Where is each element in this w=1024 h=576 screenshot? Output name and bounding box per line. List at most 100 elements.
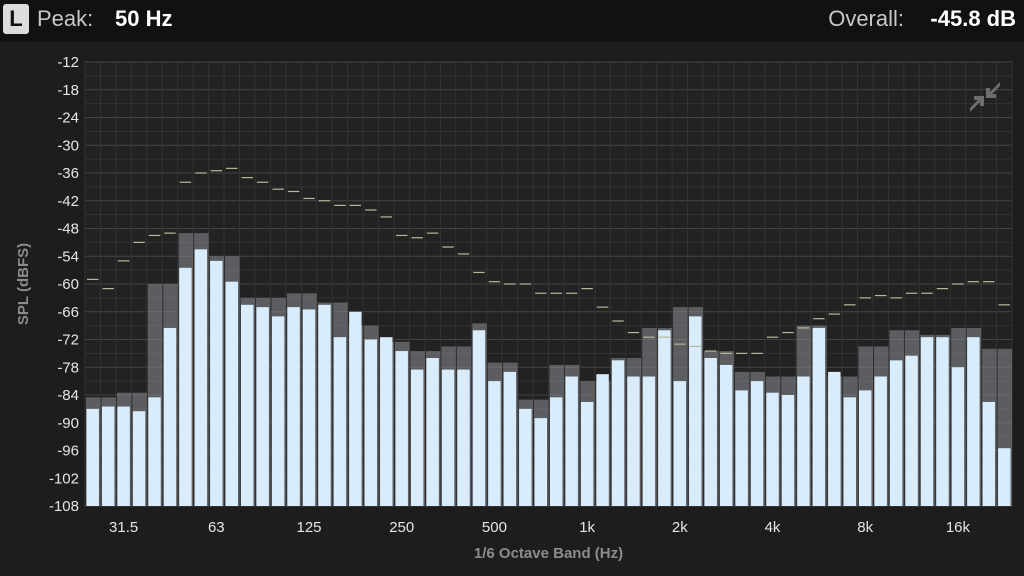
level-bar xyxy=(163,327,177,506)
level-bar xyxy=(735,390,748,506)
channel-badge[interactable]: L xyxy=(3,4,29,34)
level-bar xyxy=(936,337,949,506)
level-bar xyxy=(318,304,331,506)
level-bar xyxy=(750,381,764,506)
level-bar xyxy=(256,307,269,506)
level-bar xyxy=(550,397,563,506)
level-bar xyxy=(364,339,378,506)
y-tick-label: -24 xyxy=(57,110,79,127)
level-bar xyxy=(210,260,223,506)
level-bar xyxy=(472,330,486,506)
level-bar xyxy=(951,367,965,506)
level-bars xyxy=(86,249,1011,506)
y-tick-label: -42 xyxy=(57,193,79,210)
level-bar xyxy=(874,376,887,506)
x-tick-label: 63 xyxy=(208,519,225,536)
level-bar xyxy=(580,401,594,506)
level-bar xyxy=(441,369,455,506)
level-bar xyxy=(302,309,316,506)
level-bar xyxy=(426,358,439,506)
level-bar xyxy=(519,408,532,506)
y-tick-label: -96 xyxy=(57,443,79,460)
spectrum-panel: -12 -18 -24 -30 -36 -42 -48 -54 -60 -66 -72 -78 -84 -… xyxy=(0,42,1024,576)
level-bar xyxy=(349,311,362,506)
level-bar xyxy=(905,355,918,506)
peak-value: 50 Hz xyxy=(115,6,173,31)
level-bar xyxy=(596,374,609,506)
level-bar xyxy=(132,411,146,506)
level-bar xyxy=(611,360,625,506)
y-tick-label: -54 xyxy=(57,248,79,265)
x-tick-label: 31.5 xyxy=(109,519,138,536)
level-bar xyxy=(395,351,408,506)
level-bar xyxy=(241,304,254,506)
x-tick-label: 2k xyxy=(672,519,688,536)
y-tick-label: -60 xyxy=(57,276,79,293)
y-tick-label: -12 xyxy=(57,54,79,71)
level-bar xyxy=(766,392,779,506)
x-tick-label: 125 xyxy=(297,519,322,536)
y-tick-label: -108 xyxy=(49,498,79,515)
level-bar xyxy=(333,337,347,506)
y-axis-ticks: -12 -18 -24 -30 -36 -42 -48 -54 -60 -66 -72 -78 -84 -… xyxy=(49,54,79,515)
level-bar xyxy=(534,418,547,506)
level-bar xyxy=(781,395,795,506)
level-bar xyxy=(689,316,702,506)
level-bar xyxy=(828,371,841,506)
y-axis-title: SPL (dBFS) xyxy=(15,243,32,325)
level-bar xyxy=(797,376,810,506)
level-bar xyxy=(812,327,826,506)
header-bar: L Peak: 50 Hz Overall: -45.8 dB xyxy=(0,0,1024,42)
collapse-arrows-icon[interactable] xyxy=(970,82,1000,112)
level-bar xyxy=(920,337,934,506)
level-bar xyxy=(642,376,656,506)
level-bar xyxy=(194,249,208,506)
x-tick-label: 8k xyxy=(857,519,873,536)
level-bar xyxy=(225,281,238,506)
level-bar xyxy=(86,408,99,506)
y-tick-label: -36 xyxy=(57,165,79,182)
y-tick-label: -48 xyxy=(57,221,79,238)
level-bar xyxy=(859,390,872,506)
level-bar xyxy=(179,267,192,506)
x-tick-label: 16k xyxy=(946,519,971,536)
peak-label: Peak: xyxy=(37,6,94,31)
level-bar xyxy=(719,364,733,506)
level-bar xyxy=(488,381,501,506)
x-tick-label: 500 xyxy=(482,519,507,536)
level-bar xyxy=(148,397,161,506)
x-axis-title: 1/6 Octave Band (Hz) xyxy=(474,545,623,562)
spectrum-chart: -12 -18 -24 -30 -36 -42 -48 -54 -60 -66 -72 -78 -84 -… xyxy=(15,54,1013,562)
y-tick-label: -30 xyxy=(57,137,79,154)
level-bar xyxy=(565,376,578,506)
x-axis-ticks: 31.5 63 125 250 500 1k 2k 4k 8k 16k xyxy=(109,519,970,536)
level-bar xyxy=(380,337,393,506)
level-bar xyxy=(271,316,285,506)
level-bar xyxy=(410,369,424,506)
level-bar xyxy=(457,369,470,506)
level-bar xyxy=(503,371,517,506)
level-bar xyxy=(658,330,671,506)
level-bar xyxy=(673,381,687,506)
x-tick-label: 4k xyxy=(765,519,781,536)
level-bar xyxy=(704,358,717,506)
level-bar xyxy=(998,448,1011,506)
x-tick-label: 250 xyxy=(389,519,414,536)
overall-value: -45.8 dB xyxy=(930,6,1016,31)
y-tick-label: -66 xyxy=(57,304,79,321)
level-bar xyxy=(117,406,130,506)
y-tick-label: -90 xyxy=(57,415,79,432)
level-bar xyxy=(627,376,640,506)
y-tick-label: -78 xyxy=(57,359,79,376)
level-bar xyxy=(843,397,856,506)
y-tick-label: -72 xyxy=(57,332,79,349)
level-bar xyxy=(982,401,996,506)
peak-markers xyxy=(87,167,1010,354)
level-bar xyxy=(967,337,980,506)
x-tick-label: 1k xyxy=(579,519,595,536)
y-tick-label: -102 xyxy=(49,470,79,487)
y-tick-label: -84 xyxy=(57,387,79,404)
level-bar xyxy=(101,406,115,506)
level-bar xyxy=(889,360,903,506)
y-tick-label: -18 xyxy=(57,82,79,99)
